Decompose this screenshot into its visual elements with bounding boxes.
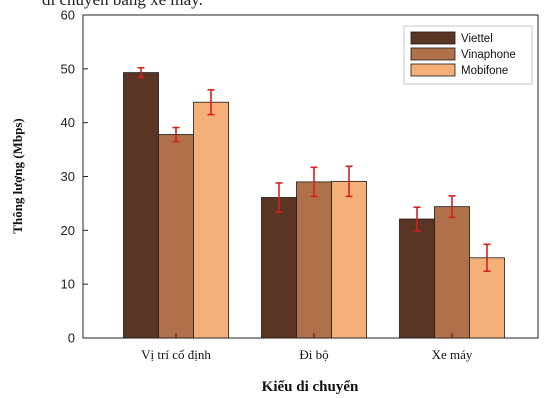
legend-label-mobifone: Mobifone (461, 65, 508, 77)
legend-swatch-vinaphone (410, 47, 456, 61)
caption-fragment: di chuyển bằng xe máy. (42, 0, 203, 10)
y-tick-label: 50 (61, 61, 75, 76)
y-tick-label: 20 (61, 223, 75, 238)
bar-viettel-0 (123, 72, 159, 339)
x-axis-title: Kiểu di chuyển (262, 379, 359, 395)
legend: Viettel Vinaphone Mobifone (403, 25, 533, 85)
error-bars-group (137, 66, 491, 273)
y-axis: 0 10 20 30 40 50 60 (61, 8, 88, 346)
bar-mobifone-2 (469, 257, 505, 339)
y-tick-label: 60 (61, 8, 75, 23)
y-tick-label: 0 (68, 331, 75, 346)
error-bar-viettel-2 (413, 206, 421, 232)
bar-vinaphone-2 (434, 206, 470, 339)
legend-label-viettel: Viettel (461, 33, 493, 45)
error-bar-vinaphone-1 (310, 166, 318, 198)
bar-vinaphone-0 (158, 134, 194, 339)
error-bar-mobifone-1 (345, 165, 353, 198)
y-axis-title: Thông lượng (Mbps) (10, 118, 25, 233)
legend-label-vinaphone: Vinaphone (461, 49, 516, 61)
bar-viettel-2 (399, 218, 435, 339)
x-tick-label: Đi bộ (299, 347, 328, 362)
error-bar-vinaphone-0 (172, 126, 180, 143)
y-tick-label: 30 (61, 169, 75, 184)
x-axis: Vị trí cố định Đi bộ Xe máy (141, 333, 473, 362)
legend-swatch-viettel (410, 31, 456, 45)
error-bar-mobifone-0 (207, 89, 215, 116)
error-bar-mobifone-2 (483, 243, 491, 273)
error-bar-vinaphone-2 (448, 195, 456, 219)
y-tick-label: 40 (61, 115, 75, 130)
x-tick-label: Vị trí cố định (141, 347, 211, 362)
legend-swatch-mobifone (410, 63, 456, 77)
bar-vinaphone-1 (296, 181, 332, 339)
x-tick-label: Xe máy (432, 347, 473, 362)
bar-viettel-1 (261, 197, 297, 339)
error-bar-viettel-1 (275, 182, 283, 213)
bar-mobifone-0 (193, 101, 229, 339)
error-bar-viettel-0 (137, 66, 145, 79)
bars-group (123, 72, 505, 339)
bar-mobifone-1 (331, 180, 367, 339)
y-tick-label: 10 (61, 277, 75, 292)
